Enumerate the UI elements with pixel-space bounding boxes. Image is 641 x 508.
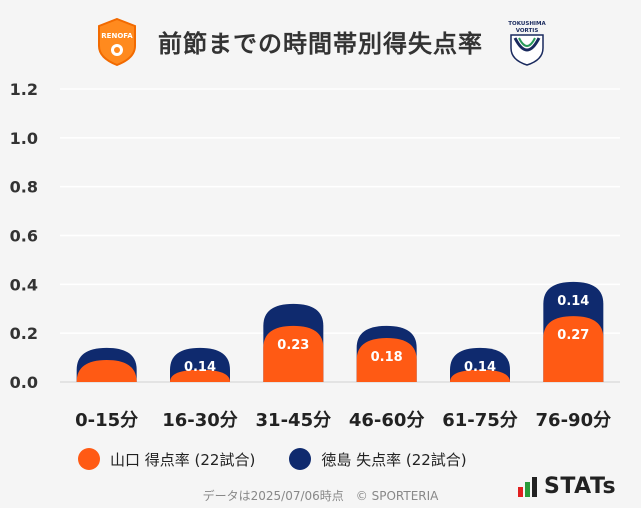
x-tick-label: 46-60分 — [349, 410, 425, 431]
footer-source: データは2025/07/06時点 © SPORTERIA — [202, 489, 439, 503]
y-tick-label: 1.0 — [10, 129, 38, 148]
bar-yamaguchi — [450, 369, 510, 382]
y-tick-label: 0.8 — [10, 178, 38, 197]
y-tick-label: 0.4 — [10, 275, 38, 294]
vortis-logo-text-top: TOKUSHIMA — [508, 21, 546, 27]
legend-item-tokushima: 徳島 失点率 (22試合) — [289, 448, 467, 470]
data-label-yamaguchi: 0.27 — [557, 328, 589, 343]
bar-yamaguchi — [263, 325, 324, 382]
bar-yamaguchi — [543, 316, 604, 382]
data-label-tokushima: 0.14 — [557, 294, 589, 309]
stats-logo: STATs — [518, 474, 616, 499]
stats-brand: STATs — [544, 474, 617, 499]
y-tick-label: 0.2 — [10, 324, 38, 343]
y-tick-label: 0.6 — [10, 227, 38, 246]
legend-item-yamaguchi: 山口 得点率 (22試合) — [78, 448, 255, 470]
legend-label-tokushima: 徳島 失点率 (22試合) — [321, 450, 467, 469]
x-tick-label: 76-90分 — [536, 410, 612, 431]
legend-dot-yamaguchi — [78, 448, 100, 470]
data-label-yamaguchi: 0.23 — [277, 338, 309, 353]
x-tick-label: 31-45分 — [256, 410, 332, 431]
y-tick-label: 0.0 — [10, 373, 38, 392]
bar-yamaguchi — [76, 360, 137, 382]
legend-label-yamaguchi: 山口 得点率 (22試合) — [110, 450, 256, 469]
data-label-yamaguchi: 0.18 — [371, 350, 403, 365]
x-tick-label: 16-30分 — [162, 410, 238, 431]
bar-yamaguchi — [356, 338, 417, 382]
renofa-yamaguchi-logo: RENOFA — [98, 18, 136, 66]
legend-dot-tokushima — [289, 448, 312, 470]
bar-chart: 0.0 0.2 0.4 0.6 0.8 1.0 1.2 0-15分 0.14 16-30分 0.23… — [10, 80, 620, 431]
chart-title: 前節までの時間帯別得失点率 — [158, 30, 483, 58]
legend: 山口 得点率 (22試合) 徳島 失点率 (22試合) — [78, 448, 501, 470]
data-label-tokushima: 0.14 — [184, 360, 216, 375]
data-label-tokushima: 0.14 — [464, 360, 496, 375]
tokushima-vortis-logo: TOKUSHIMA VORTIS — [508, 21, 546, 66]
stats-bars-icon — [518, 476, 537, 497]
vortis-logo-text-bottom: VORTIS — [516, 28, 539, 34]
bar-yamaguchi — [170, 369, 230, 382]
renofa-logo-text: RENOFA — [101, 32, 133, 40]
y-tick-label: 1.2 — [10, 80, 38, 99]
x-tick-label: 61-75分 — [442, 410, 518, 431]
x-tick-label: 0-15分 — [75, 410, 138, 431]
